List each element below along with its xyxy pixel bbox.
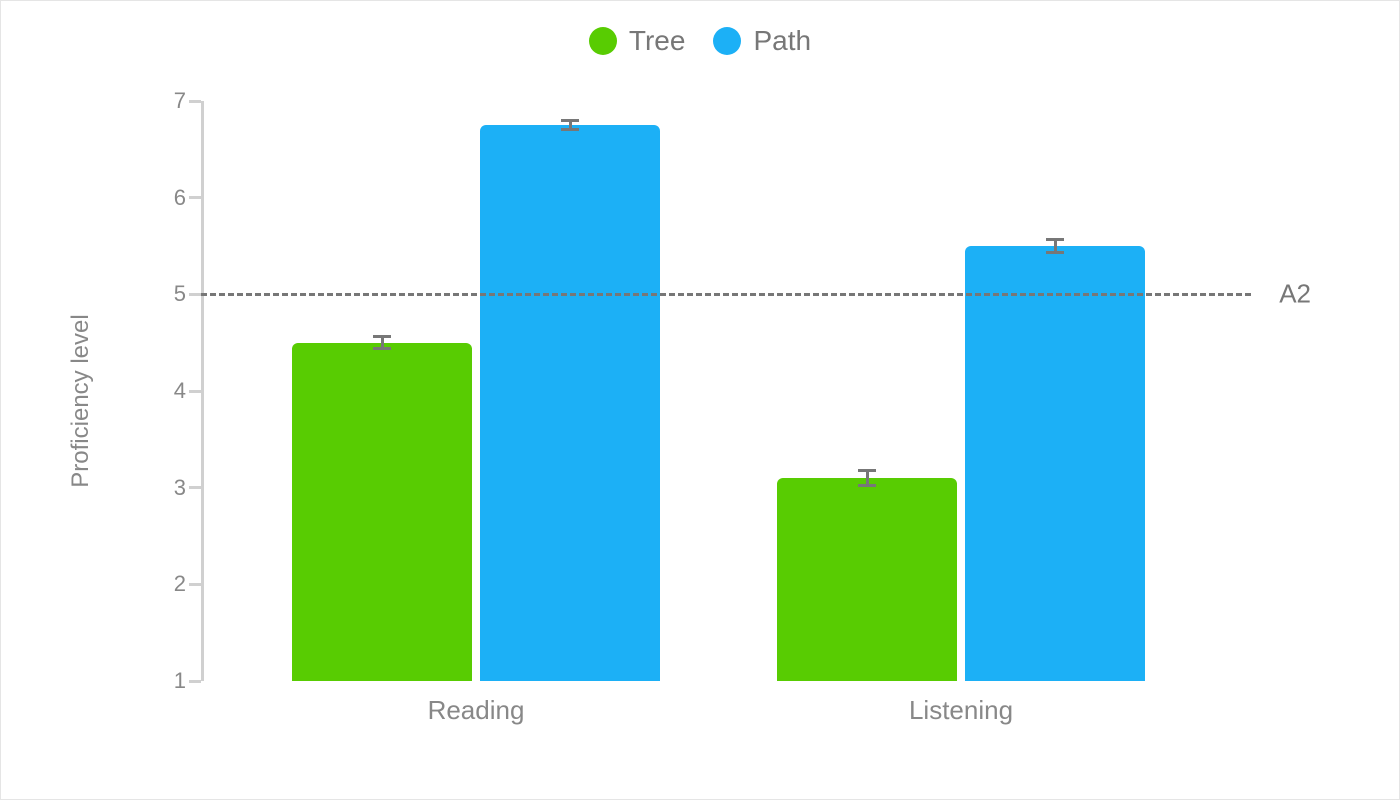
error-bar <box>858 469 876 486</box>
legend-item-tree: Tree <box>589 25 686 57</box>
chart-container: Tree Path Proficiency level 1234567Readi… <box>0 0 1400 800</box>
legend-dot-path <box>713 27 741 55</box>
legend: Tree Path <box>1 25 1399 57</box>
legend-label-path: Path <box>753 25 811 57</box>
y-tick-label: 1 <box>156 668 186 694</box>
error-bar <box>373 335 391 350</box>
x-category-label: Reading <box>428 695 525 726</box>
y-tick <box>189 583 201 586</box>
x-category-label: Listening <box>909 695 1013 726</box>
bar-path-listening <box>965 246 1145 681</box>
bar-tree-reading <box>292 343 472 681</box>
y-tick-label: 5 <box>156 281 186 307</box>
y-axis-line <box>201 101 204 681</box>
legend-item-path: Path <box>713 25 811 57</box>
plot-area: 1234567ReadingListeningA2 <box>201 101 1201 681</box>
y-tick-label: 7 <box>156 88 186 114</box>
y-tick <box>189 390 201 393</box>
reference-line <box>201 293 1251 296</box>
y-axis-label: Proficiency level <box>67 314 95 487</box>
y-tick-label: 3 <box>156 475 186 501</box>
bar-path-reading <box>480 125 660 681</box>
error-bar <box>1046 238 1064 253</box>
bar-tree-listening <box>777 478 957 681</box>
y-tick <box>189 196 201 199</box>
reference-line-label: A2 <box>1279 279 1311 310</box>
y-tick-label: 6 <box>156 185 186 211</box>
y-tick-label: 4 <box>156 378 186 404</box>
y-tick <box>189 100 201 103</box>
y-tick <box>189 486 201 489</box>
legend-dot-tree <box>589 27 617 55</box>
y-tick <box>189 293 201 296</box>
legend-label-tree: Tree <box>629 25 686 57</box>
error-bar <box>561 119 579 131</box>
y-tick <box>189 680 201 683</box>
y-tick-label: 2 <box>156 571 186 597</box>
